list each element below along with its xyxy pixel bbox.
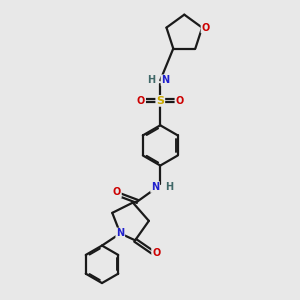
Text: O: O — [113, 187, 121, 197]
Text: N: N — [161, 75, 169, 85]
Text: O: O — [137, 96, 145, 106]
Text: O: O — [152, 248, 160, 258]
Text: H: H — [165, 182, 173, 192]
Text: N: N — [151, 182, 159, 192]
Text: S: S — [156, 96, 164, 106]
Text: O: O — [201, 22, 210, 33]
Text: N: N — [116, 229, 124, 238]
Text: H: H — [148, 75, 156, 85]
Text: O: O — [176, 96, 184, 106]
